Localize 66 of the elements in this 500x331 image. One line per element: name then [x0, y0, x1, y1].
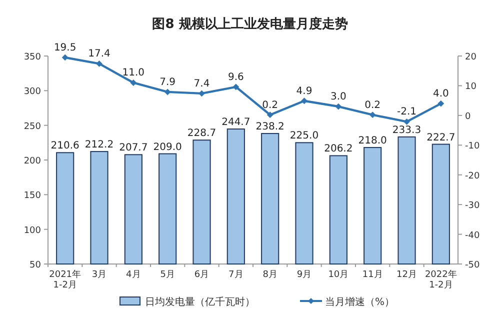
data-label: 4.0: [432, 88, 449, 100]
point: [232, 84, 240, 90]
y2-tick-label: 0: [465, 112, 471, 122]
data-label: 207.7: [119, 142, 148, 154]
x-tick-label: 3月: [92, 270, 107, 280]
x-tick-label: 10月: [328, 270, 349, 280]
x-tick-label: 4月: [126, 270, 141, 280]
point: [335, 103, 342, 110]
legend-label: 当月增速（%）: [325, 296, 395, 308]
data-label: 4.9: [296, 86, 312, 97]
point: [404, 118, 410, 125]
data-label: 228.7: [187, 128, 216, 140]
y-tick-label: 50: [30, 260, 42, 270]
data-label: 0.2: [262, 100, 278, 111]
data-label: 0.2: [364, 100, 381, 111]
data-label: 212.2: [84, 140, 114, 151]
data-label: 222.7: [426, 132, 456, 144]
data-label: 3.0: [330, 92, 346, 103]
point: [164, 88, 171, 96]
data-label: 209.0: [153, 142, 182, 153]
data-label: 233.3: [392, 124, 422, 136]
point: [62, 54, 68, 61]
y-tick-label: 200: [24, 156, 42, 166]
data-label: 7.9: [160, 76, 176, 88]
data-label: 218.0: [358, 136, 387, 147]
chart-title: 图8 规模以上工业发电量月度走势: [152, 16, 348, 32]
point: [438, 100, 444, 107]
y2-tick-label: -20: [465, 171, 480, 182]
data-label: 206.2: [324, 144, 353, 155]
data-label: 19.5: [54, 42, 76, 54]
data-label: -2.1: [396, 106, 417, 118]
point: [130, 80, 137, 86]
x-tick-label: 7月: [228, 270, 244, 280]
point: [301, 98, 308, 104]
data-label: 210.6: [50, 140, 80, 152]
x-tick-label: 2022年 1-2月: [424, 269, 457, 290]
y2-tick-label: -30: [465, 201, 480, 212]
data-label: 11.0: [122, 68, 145, 79]
x-tick-label: 5月: [160, 270, 175, 280]
y2-tick-label: 10: [465, 82, 477, 92]
y-tick-label: 350: [24, 52, 42, 62]
x-tick-label: 9月: [296, 270, 312, 280]
point: [266, 112, 274, 118]
y-tick-label: 300: [24, 87, 42, 98]
x-tick-label: 12月: [396, 270, 417, 280]
x-tick-label: 11月: [362, 270, 383, 280]
y2-tick-label: -50: [465, 260, 480, 270]
legend-label: 日均发电量（亿千瓦时）: [145, 296, 255, 308]
x-tick-label: 2021年 1-2月: [49, 269, 82, 290]
y-tick-label: 100: [24, 226, 42, 236]
data-label: 9.6: [228, 72, 244, 83]
y-tick-label: 150: [24, 191, 42, 202]
y2-tick-label: 20: [465, 52, 477, 62]
x-tick-label: 6月: [194, 270, 210, 280]
y2-tick-label: -40: [465, 230, 480, 241]
data-label: 225.0: [290, 130, 319, 142]
point: [96, 60, 102, 67]
data-label: 17.4: [88, 48, 110, 60]
data-label: 7.4: [194, 78, 210, 90]
y-tick-label: 250: [24, 122, 42, 132]
y2-tick-label: -10: [465, 142, 480, 152]
point: [198, 90, 205, 97]
data-label: 238.2: [256, 122, 284, 133]
x-tick-label: 8月: [262, 270, 278, 280]
point: [369, 112, 376, 118]
data-label: 244.7: [222, 117, 250, 128]
